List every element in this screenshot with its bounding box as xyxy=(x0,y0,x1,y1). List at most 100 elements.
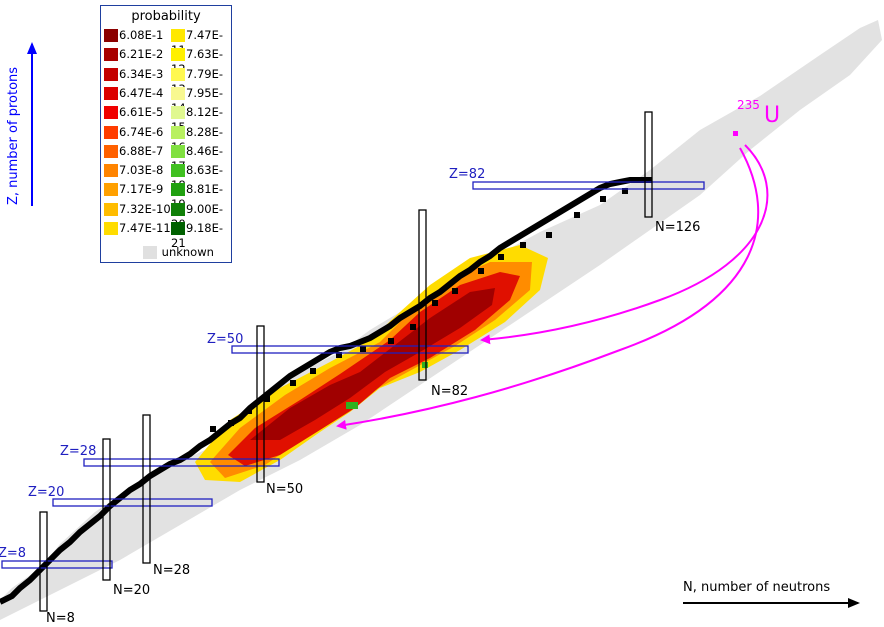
n126-label: N=126 xyxy=(655,220,700,235)
legend-value: 6.47E-4 xyxy=(119,85,164,100)
z82-box xyxy=(472,181,705,190)
fragment-distribution xyxy=(195,245,548,482)
legend-swatch xyxy=(104,222,118,235)
n82-label: N=82 xyxy=(431,384,468,399)
n-axis-label: N, number of neutrons xyxy=(683,580,830,595)
legend-swatch xyxy=(104,29,118,42)
legend-value: 7.32E-10 xyxy=(119,201,171,216)
n82-box xyxy=(418,209,427,381)
legend-value: 6.74E-6 xyxy=(119,124,164,139)
legend-swatch xyxy=(171,144,185,158)
legend-entry: 9.00E-20 xyxy=(171,202,231,231)
legend-entry: 7.95E-14 xyxy=(171,86,231,115)
legend-entry: 8.81E-19 xyxy=(171,182,231,211)
axes: Z, number of protons N, number of neutro… xyxy=(6,42,860,608)
legend-entry: 6.08E-1 xyxy=(104,28,163,43)
legend-entry: 8.12E-15 xyxy=(171,105,231,134)
legend-entry: 7.32E-10 xyxy=(104,202,171,217)
legend-swatch xyxy=(171,222,185,235)
n126-box xyxy=(644,111,653,218)
legend-title: probability xyxy=(131,9,201,24)
n8-label: N=8 xyxy=(46,611,75,626)
n8-box xyxy=(39,511,48,612)
legend-entry: 6.74E-6 xyxy=(104,125,163,140)
z-axis-label: Z, number of protons xyxy=(6,67,21,205)
neutron-magic-lines xyxy=(39,111,653,612)
probability-legend: probability unknown 6.08E-1 6.21E-2 6.34E-… xyxy=(100,5,232,263)
legend-value: 6.21E-2 xyxy=(119,47,164,62)
legend-value: 6.34E-3 xyxy=(119,66,164,81)
u235-element: U xyxy=(764,103,780,128)
u235-mass-number: 235 xyxy=(737,98,760,112)
legend-entry: 7.63E-12 xyxy=(171,47,231,76)
legend-swatch xyxy=(171,106,185,120)
z50-label: Z=50 xyxy=(207,332,243,347)
legend-swatch xyxy=(171,29,185,42)
legend-value: 6.61E-5 xyxy=(119,105,164,120)
legend-swatch xyxy=(171,164,185,178)
legend-value: 7.03E-8 xyxy=(119,163,164,178)
legend-entry: 6.61E-5 xyxy=(104,105,163,120)
uranium-source: 235 U xyxy=(336,98,780,430)
u235-point xyxy=(733,131,738,136)
legend-swatch xyxy=(104,144,118,158)
fission-arrow-heavy xyxy=(480,144,769,345)
magic-labels: Z=8 Z=20 Z=28 Z=50 Z=82 N=8 N=20 N=28 N=… xyxy=(0,167,700,626)
legend-swatch xyxy=(171,48,185,62)
z28-label: Z=28 xyxy=(60,444,96,459)
n20-box xyxy=(102,438,111,581)
legend-entry: 6.34E-3 xyxy=(104,67,163,82)
legend-swatch xyxy=(171,125,185,139)
legend-unknown: unknown xyxy=(143,245,214,260)
legend-entry: 8.63E-18 xyxy=(171,163,231,192)
legend-swatch xyxy=(171,202,185,216)
z8-box xyxy=(1,560,113,569)
legend-swatch xyxy=(171,183,185,197)
n20-label: N=20 xyxy=(113,583,150,598)
legend-swatch xyxy=(104,164,118,178)
legend-swatch xyxy=(171,67,185,81)
n28-box xyxy=(142,414,151,564)
legend-entry: 8.28E-16 xyxy=(171,125,231,154)
legend-entry: 7.47E-11 xyxy=(104,221,171,236)
legend-entry: 7.79E-13 xyxy=(171,67,231,96)
legend-entry: 7.17E-9 xyxy=(104,182,163,197)
legend-entry: 6.21E-2 xyxy=(104,47,163,62)
legend-swatch xyxy=(104,106,118,120)
legend-unknown-swatch xyxy=(143,246,157,259)
legend-swatch xyxy=(104,67,118,81)
n50-box xyxy=(256,325,265,483)
fragment-green-spot xyxy=(422,362,428,368)
legend-entry: 6.47E-4 xyxy=(104,86,163,101)
legend-entry: 7.47E-11 xyxy=(171,28,231,57)
n28-label: N=28 xyxy=(153,563,190,578)
legend-entry: 6.88E-7 xyxy=(104,144,163,159)
z82-label: Z=82 xyxy=(449,167,485,182)
z20-label: Z=20 xyxy=(28,485,64,500)
legend-swatch xyxy=(104,125,118,139)
fragment-core xyxy=(250,288,495,440)
legend-unknown-label: unknown xyxy=(161,245,214,259)
legend-value: 7.47E-11 xyxy=(119,221,171,235)
legend-entry: 9.18E-21 xyxy=(171,221,231,250)
z8-label: Z=8 xyxy=(0,546,26,561)
legend-swatch xyxy=(104,183,118,197)
legend-value: 6.08E-1 xyxy=(119,28,164,42)
legend-entry: 8.46E-17 xyxy=(171,144,231,173)
legend-value: 9.18E-21 xyxy=(171,221,224,250)
legend-value: 6.88E-7 xyxy=(119,143,164,158)
legend-swatch xyxy=(104,86,118,100)
fission-arrow-light xyxy=(336,147,760,430)
proton-magic-lines xyxy=(1,181,705,569)
stability-line xyxy=(0,177,652,605)
z20-box xyxy=(52,498,213,507)
fragment-green-spot xyxy=(346,402,358,409)
legend-entry: 7.03E-8 xyxy=(104,163,163,178)
legend-swatch xyxy=(171,86,185,100)
legend-swatch xyxy=(104,202,118,216)
n50-label: N=50 xyxy=(266,482,303,497)
legend-swatch xyxy=(104,48,118,62)
z28-box xyxy=(83,458,280,467)
z50-box xyxy=(231,345,469,354)
